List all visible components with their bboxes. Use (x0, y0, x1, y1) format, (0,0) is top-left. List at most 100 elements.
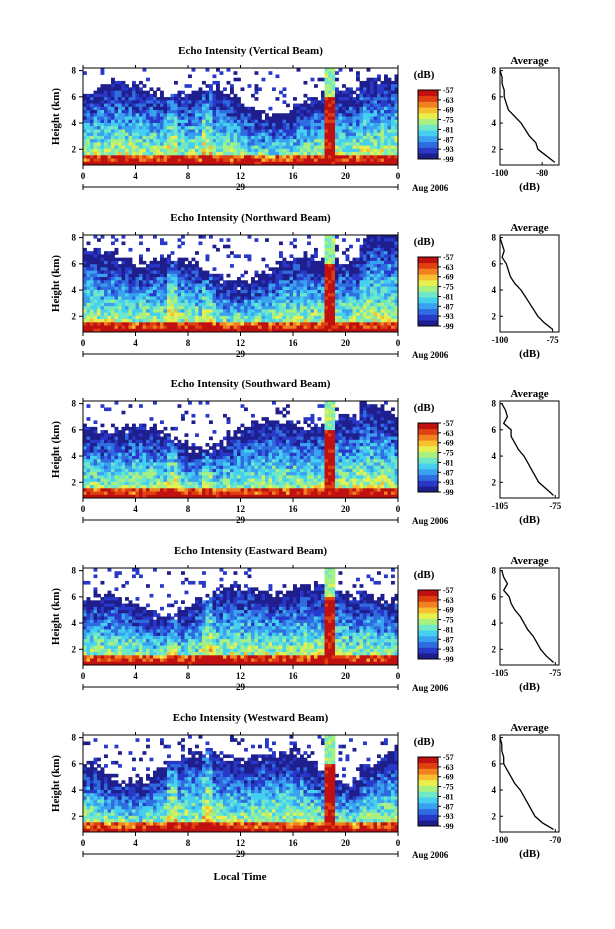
heatmap-cell (191, 126, 196, 130)
heatmap-cell (219, 145, 224, 150)
heatmap-cell (307, 289, 311, 294)
heatmap-cell (384, 132, 388, 137)
heatmap-cell (93, 161, 98, 166)
heatmap-cell (139, 309, 143, 313)
heatmap-cell (170, 478, 175, 483)
heatmap-cell (366, 277, 371, 281)
heatmap-cell (184, 122, 189, 127)
heatmap-cell (275, 299, 280, 304)
heatmap-cell (391, 87, 395, 92)
x-tick-label: 20 (341, 171, 351, 181)
heatmap-cell (391, 129, 395, 134)
heatmap-cell (198, 119, 203, 124)
colorbar-swatch (418, 90, 438, 97)
heatmap-cell (114, 433, 119, 437)
heatmap-cell (391, 302, 395, 307)
heatmap-cell (289, 129, 294, 134)
heatmap-cell (289, 139, 294, 143)
heatmap-cell (114, 158, 119, 163)
heatmap-cell (128, 426, 133, 431)
heatmap-cell (391, 116, 395, 121)
heatmap-cell (135, 93, 140, 98)
heatmap-cell (205, 293, 210, 297)
colorbar-swatch (418, 130, 438, 137)
heatmap-cell (223, 289, 227, 294)
heatmap-cell (174, 296, 178, 301)
heatmap-cell (97, 299, 101, 304)
colorbar-tick-label: -81 (443, 125, 454, 134)
heatmap-cell (212, 273, 217, 278)
heatmap-cell (356, 267, 360, 271)
heatmap-cell (114, 97, 119, 101)
heatmap-cell (345, 289, 350, 294)
heatmap-cell (289, 116, 294, 121)
heatmap-cell (209, 100, 213, 104)
heatmap-cell (93, 472, 98, 476)
heatmap-cell (282, 283, 287, 288)
heatmap-cell (163, 462, 168, 467)
heatmap-cell (377, 251, 381, 255)
heatmap-cell (195, 309, 199, 313)
heatmap-cell (331, 161, 336, 166)
heatmap-cell (121, 494, 126, 499)
date-label: Aug 2006 (412, 183, 449, 193)
heatmap-cell (118, 430, 122, 434)
heatmap-cell (373, 116, 378, 121)
heatmap-cell (114, 439, 119, 444)
heatmap-cell (174, 459, 178, 463)
heatmap-cell (93, 319, 98, 323)
heatmap-cell (86, 113, 91, 117)
heatmap-cell (373, 289, 378, 294)
heatmap-cell (300, 267, 304, 271)
heatmap-cell (342, 267, 346, 271)
heatmap-cell (314, 142, 318, 146)
heatmap-cell (310, 158, 315, 163)
heatmap-cell (111, 312, 115, 317)
heatmap-cell (352, 90, 357, 95)
heatmap-cell (359, 322, 364, 326)
heatmap-cell (212, 158, 217, 163)
heatmap-cell (156, 436, 161, 441)
heatmap-cell (156, 475, 161, 479)
heatmap-cell (370, 139, 374, 143)
heatmap-cell (121, 436, 126, 441)
heatmap-cell (317, 309, 322, 313)
heatmap-cell (342, 238, 346, 242)
heatmap-cell (104, 145, 108, 150)
heatmap-cell (198, 280, 203, 284)
heatmap-cell (268, 306, 273, 310)
heatmap-cell (167, 97, 171, 101)
heatmap-cell (149, 485, 154, 489)
heatmap-cell (307, 277, 311, 281)
heatmap-cell (300, 260, 304, 265)
heatmap-cell (328, 283, 332, 288)
heatmap-cell (170, 122, 175, 127)
heatmap-cell (244, 135, 248, 140)
heatmap-cell (118, 93, 122, 98)
heatmap-cell (93, 139, 98, 143)
heatmap-cell (363, 325, 367, 330)
heatmap-cell (335, 328, 339, 333)
heatmap-cell (212, 293, 217, 297)
heatmap-cell (100, 485, 105, 489)
heatmap-cell (244, 286, 248, 291)
heatmap-cell (114, 257, 119, 262)
heatmap-cell (149, 315, 154, 320)
heatmap-cell (146, 113, 150, 117)
heatmap-cell (83, 439, 87, 444)
heatmap-cell (163, 273, 168, 278)
heatmap-cell (342, 270, 346, 275)
heatmap-cell (114, 84, 119, 88)
heatmap-cell (324, 155, 329, 159)
heatmap-cell (244, 296, 248, 301)
heatmap-cell (202, 273, 206, 278)
heatmap-cell (324, 277, 329, 281)
heatmap-cell (293, 286, 297, 291)
heatmap-cell (387, 84, 392, 88)
heatmap-cell (296, 103, 301, 108)
heatmap-cell (384, 116, 388, 121)
heatmap-cell (100, 478, 105, 483)
heatmap-cell (317, 113, 322, 117)
heatmap-cell (167, 280, 171, 284)
heatmap-cell (177, 446, 182, 450)
